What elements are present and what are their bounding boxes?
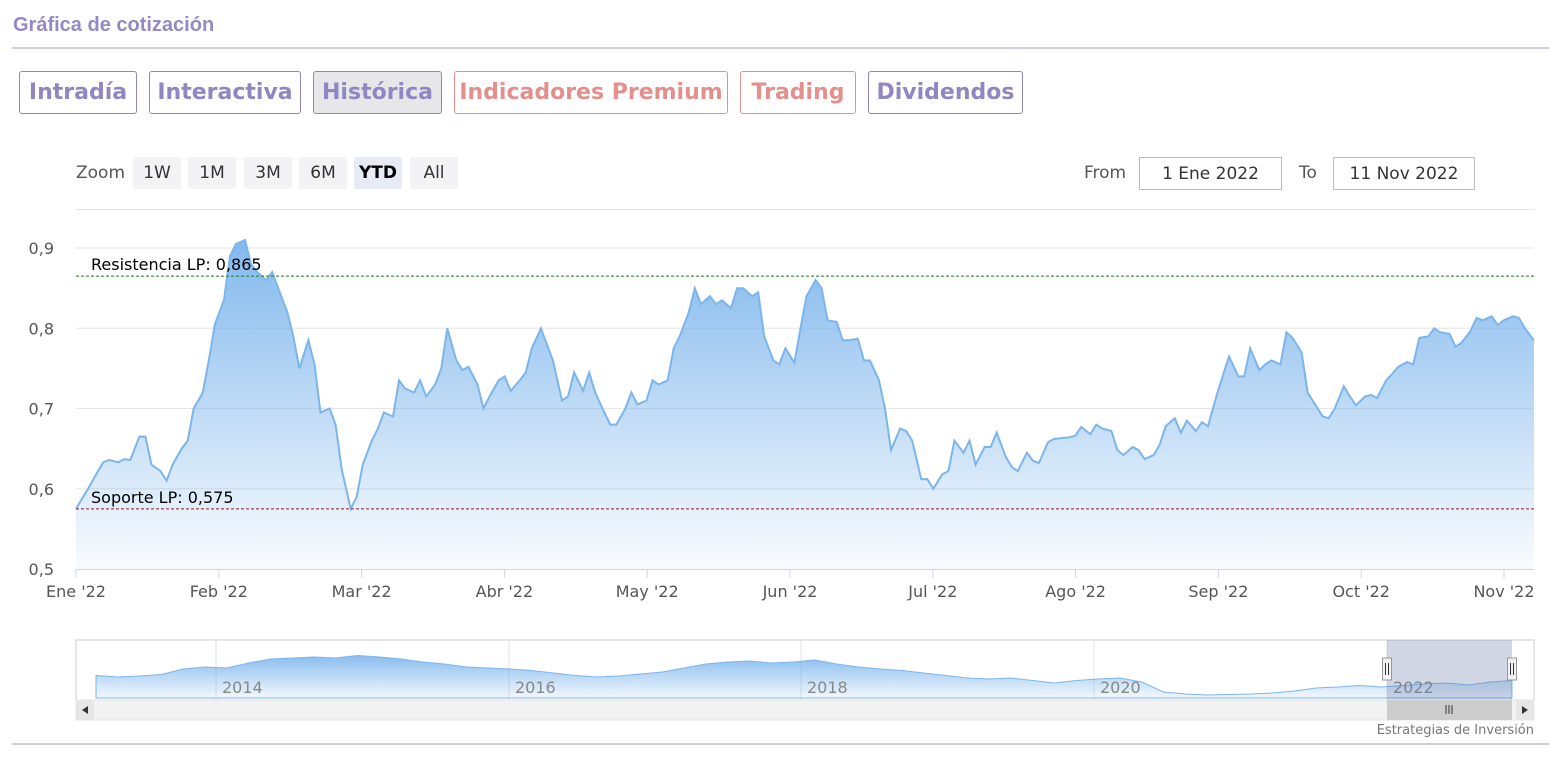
navigator-right-handle[interactable] [1507, 657, 1517, 681]
x-tick-label: Nov '22 [1473, 582, 1534, 601]
navigator-year-label: 2020 [1100, 678, 1141, 697]
x-tick-label: Oct '22 [1332, 582, 1390, 601]
tab-trading[interactable]: Trading [740, 71, 856, 114]
y-tick-label: 0,8 [29, 319, 54, 338]
navigator-year-label: 2018 [807, 678, 848, 697]
navigator-year-label: 2022 [1393, 678, 1434, 697]
navigator-labels: 2014 2016 2018 2020 2022 [222, 678, 1434, 697]
tab-indicadores-premium[interactable]: Indicadores Premium [454, 71, 728, 114]
price-area [76, 240, 1534, 569]
x-axis-ticks: Ene '22 Feb '22 Mar '22 Abr '22 May '22 Jun '… [46, 569, 1535, 601]
section-title: Gráfica de cotización [13, 14, 215, 36]
arrow-left-icon [82, 706, 88, 714]
from-label: From [1084, 163, 1127, 183]
x-tick-label: Abr '22 [476, 582, 534, 601]
zoom-1m-button[interactable]: 1M [188, 157, 236, 189]
to-date-input[interactable]: 11 Nov 2022 [1333, 157, 1475, 190]
price-line [75, 238, 1535, 512]
x-tick-label: Feb '22 [190, 582, 248, 601]
x-tick-label: Ene '22 [46, 582, 106, 601]
zoom-6m-button[interactable]: 6M [299, 157, 347, 189]
navigator-year-label: 2014 [222, 678, 263, 697]
y-axis-labels: 0,5 0,6 0,7 0,8 0,9 [29, 239, 54, 579]
zoom-3m-button[interactable]: 3M [244, 157, 292, 189]
x-tick-label: Sep '22 [1188, 582, 1248, 601]
x-tick-label: Mar '22 [332, 582, 392, 601]
x-tick-label: Jun '22 [762, 582, 818, 601]
zoom-1w-button[interactable]: 1W [133, 157, 181, 189]
tab-interactiva[interactable]: Interactiva [149, 71, 301, 114]
scrollbar-track[interactable] [75, 699, 1535, 721]
y-tick-label: 0,7 [29, 400, 54, 419]
zoom-ytd-button[interactable]: YTD [354, 157, 402, 189]
chart-top-border [76, 209, 1534, 210]
title-divider [12, 47, 1549, 49]
scroll-right-button[interactable] [1516, 700, 1534, 720]
scrollbar-grip-icon [1445, 705, 1453, 714]
arrow-right-icon [1522, 706, 1528, 714]
x-tick-label: Ago '22 [1045, 582, 1106, 601]
tab-dividendos[interactable]: Dividendos [868, 71, 1023, 114]
zoom-all-button[interactable]: All [410, 157, 458, 189]
tab-historica[interactable]: Histórica [313, 71, 442, 114]
from-date-input[interactable]: 1 Ene 2022 [1139, 157, 1282, 190]
to-label: To [1299, 163, 1317, 183]
navigator-left-handle[interactable] [1382, 657, 1392, 681]
zoom-label: Zoom [76, 163, 126, 183]
navigator-year-label: 2016 [515, 678, 556, 697]
support-label: Soporte LP: 0,575 [91, 488, 234, 507]
bottom-divider [12, 743, 1549, 745]
navigator-area [95, 654, 1513, 699]
x-tick-label: Jul '22 [907, 582, 957, 601]
y-tick-label: 0,6 [29, 480, 54, 499]
y-tick-label: 0,9 [29, 239, 54, 258]
navigator-selection[interactable] [1387, 640, 1512, 700]
resistance-label: Resistencia LP: 0,865 [91, 255, 262, 274]
tab-intradia[interactable]: Intradía [19, 71, 137, 114]
chart-credit: Estrategias de Inversión [1376, 723, 1534, 738]
scroll-left-button[interactable] [76, 700, 94, 720]
y-tick-label: 0,5 [29, 560, 54, 579]
x-tick-label: May '22 [616, 582, 679, 601]
